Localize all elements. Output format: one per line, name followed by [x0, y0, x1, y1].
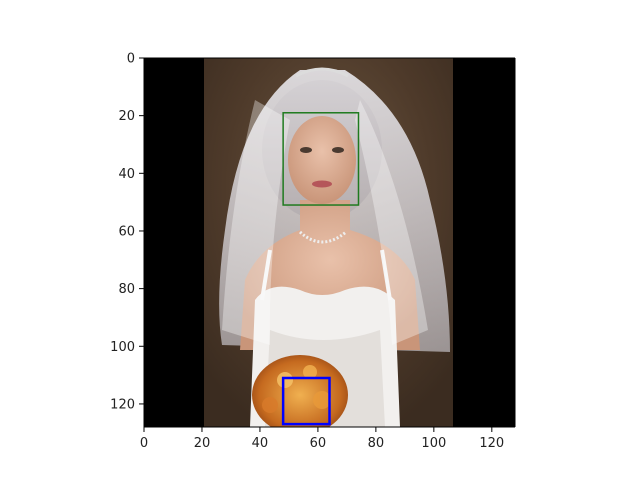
y-tick-label: 60 [118, 224, 135, 239]
veil-front-left-shape [222, 100, 290, 345]
y-tick-label: 80 [118, 282, 135, 297]
bouquet-flower-1 [277, 372, 293, 388]
tiara-shape [295, 67, 349, 78]
lips-shape [312, 180, 332, 188]
x-tick-label: 40 [252, 436, 269, 451]
necklace-shape [298, 230, 347, 244]
bouquet-flower-2 [303, 365, 317, 379]
detection-boxes-layer [281, 112, 360, 426]
y-tick-label: 40 [118, 167, 135, 182]
x-tick-label: 0 [140, 436, 148, 451]
face-detection-box [282, 112, 360, 206]
face-shape [288, 116, 356, 204]
axes-frame [143, 57, 516, 428]
x-tick-label: 60 [310, 436, 327, 451]
x-tick-label: 100 [421, 436, 446, 451]
left-eye-shape [300, 147, 312, 153]
y-tick-label: 100 [110, 340, 135, 355]
x-tick-label: 80 [368, 436, 385, 451]
y-tick-label: 0 [127, 52, 135, 67]
veil-front-right-shape [355, 100, 428, 345]
bride-photo-image [144, 58, 515, 427]
bouquet-detection-box [281, 376, 331, 426]
x-axis-ticks: 0 20 40 60 80 100 120 [140, 427, 504, 451]
left-strap-shape [260, 249, 272, 301]
y-tick-label: 120 [110, 397, 135, 412]
y-axis-ticks: 0 20 40 60 80 100 120 [110, 52, 144, 412]
right-strap-shape [380, 249, 392, 301]
right-eye-shape [332, 147, 344, 153]
bouquet-flower-3 [313, 391, 331, 409]
y-tick-label: 20 [118, 109, 135, 124]
x-tick-label: 20 [194, 436, 211, 451]
x-tick-label: 120 [479, 436, 504, 451]
bouquet-flower-4 [262, 397, 278, 413]
